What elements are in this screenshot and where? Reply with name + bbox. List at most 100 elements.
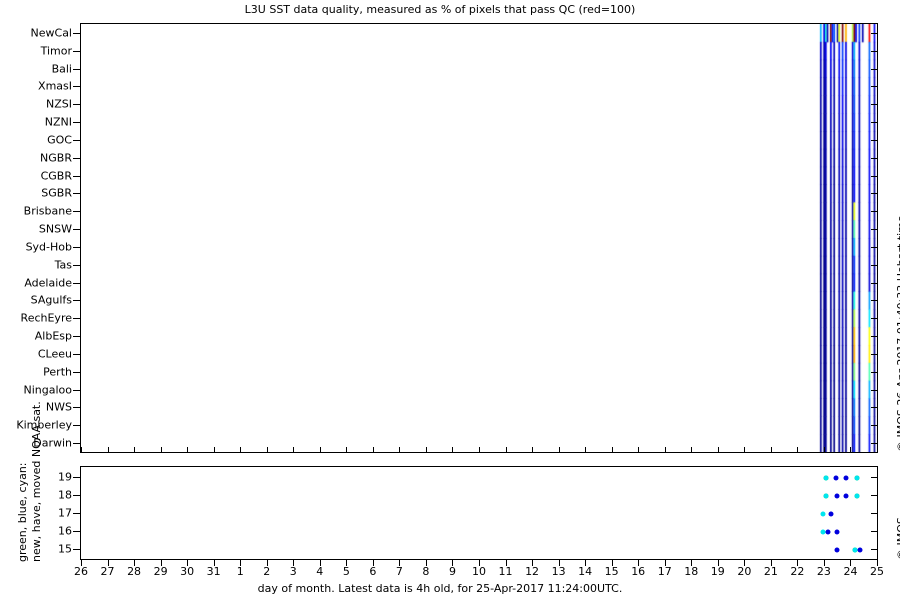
heatmap-y-tick-right	[871, 32, 878, 34]
scatter-point	[857, 547, 863, 553]
x-tick-label: 10	[472, 565, 486, 578]
x-tick-label: 11	[498, 565, 513, 578]
heatmap-y-tick-right	[871, 443, 878, 445]
scatter-point	[823, 475, 829, 481]
heatmap-y-label-darwin: Darwin	[33, 436, 72, 450]
scatter-point	[825, 529, 831, 535]
heatmap-y-label-xmasi: XmasI	[38, 79, 72, 93]
x-tick-label: 3	[289, 565, 297, 578]
x-tick-label: 31	[206, 565, 221, 578]
heatmap-y-label-cgbr: CGBR	[40, 169, 72, 183]
heatmap-y-label-recheyre: RechEyre	[20, 311, 72, 325]
x-tick	[770, 560, 772, 566]
heatmap-y-tick-left	[73, 300, 80, 302]
scatter-y-tick-left	[73, 531, 80, 533]
x-tick-label: 4	[316, 565, 324, 578]
x-tick	[558, 560, 560, 566]
heatmap-y-tick-left	[73, 282, 80, 284]
scatter-point	[833, 475, 839, 481]
x-tick-label: 30	[180, 565, 195, 578]
scatter-y-tick-right	[871, 549, 878, 551]
heatmap-y-tick-left	[73, 371, 80, 373]
x-tick-label: 28	[127, 565, 142, 578]
x-tick	[611, 560, 613, 566]
x-tick	[823, 560, 825, 566]
heatmap-y-tick-right	[871, 50, 878, 52]
satellite-scatter-panel[interactable]	[80, 466, 878, 560]
scatter-y-axis-labels: 19 18 17 16 15	[0, 466, 72, 560]
heatmap-y-tick-right	[871, 229, 878, 231]
heatmap-y-tick-left	[73, 264, 80, 266]
heatmap-y-tick-left	[73, 389, 80, 391]
heatmap-y-label-sagulfs: SAgulfs	[30, 293, 72, 307]
heatmap-y-label-nzni: NZNI	[44, 115, 72, 129]
x-tick	[850, 560, 852, 566]
heatmap-y-tick-right	[871, 318, 878, 320]
x-tick-label: 6	[369, 565, 377, 578]
x-tick	[691, 560, 693, 566]
x-tick	[744, 560, 746, 566]
x-tick	[213, 560, 215, 566]
x-tick	[187, 560, 189, 566]
x-tick-label: 18	[684, 565, 699, 578]
x-tick	[452, 560, 454, 566]
x-tick	[134, 560, 136, 566]
x-tick	[505, 560, 507, 566]
heatmap-y-label-ningaloo: Ningaloo	[23, 383, 73, 397]
heatmap-panel[interactable]	[80, 23, 878, 453]
x-tick	[160, 560, 162, 566]
scatter-y-axis-ticks	[0, 466, 880, 560]
heatmap-y-label-goc: GOC	[47, 133, 72, 147]
heatmap-y-tick-left	[73, 336, 80, 338]
heatmap-y-tick-left	[73, 318, 80, 320]
x-tick-label: 25	[870, 565, 884, 578]
heatmap-y-label-timor: Timor	[40, 44, 72, 58]
heatmap-y-axis-ticks	[0, 23, 880, 453]
copyright-timestamp-label: © IMOS 26-Apr-2017 01:40:33 Hobart time	[895, 215, 900, 452]
heatmap-y-tick-right	[871, 246, 878, 248]
x-tick	[319, 560, 321, 566]
x-tick	[585, 560, 587, 566]
scatter-point	[854, 493, 860, 499]
heatmap-y-label-newcal: NewCal	[30, 26, 72, 40]
heatmap-y-tick-left	[73, 443, 80, 445]
page-title: L3U SST data quality, measured as % of p…	[244, 3, 636, 16]
heatmap-y-tick-right	[871, 425, 878, 427]
heatmap-y-label-kimberley: Kimberley	[16, 418, 72, 432]
x-tick	[877, 560, 878, 566]
heatmap-y-tick-left	[73, 32, 80, 34]
scatter-y-label-19: 19	[58, 470, 72, 484]
heatmap-y-tick-left	[73, 229, 80, 231]
scatter-point	[834, 493, 840, 499]
heatmap-y-tick-left	[73, 157, 80, 159]
heatmap-y-tick-right	[871, 68, 878, 70]
scatter-point	[820, 529, 826, 535]
scatter-y-tick-left	[73, 513, 80, 514]
x-tick	[266, 560, 268, 566]
heatmap-y-tick-left	[73, 211, 80, 213]
x-tick-label: 7	[395, 565, 403, 578]
heatmap-canvas[interactable]	[81, 24, 877, 452]
heatmap-y-tick-right	[871, 175, 878, 177]
x-tick	[479, 560, 480, 566]
heatmap-y-tick-right	[871, 122, 878, 124]
x-tick-label: 22	[790, 565, 805, 578]
x-tick-label: 12	[525, 565, 540, 578]
heatmap-y-label-adelaide: Adelaide	[24, 276, 72, 290]
scatter-y-tick-right	[871, 476, 878, 478]
x-tick	[638, 560, 640, 566]
scatter-y-tick-right	[871, 494, 878, 496]
heatmap-y-tick-right	[871, 407, 878, 409]
x-tick	[107, 560, 109, 566]
x-axis-caption: day of month. Latest data is 4h old, for…	[257, 582, 623, 595]
scatter-point	[852, 547, 858, 553]
x-tick-label: 5	[342, 565, 350, 578]
x-tick-label: 9	[448, 565, 456, 578]
heatmap-y-tick-left	[73, 68, 80, 70]
heatmap-y-tick-right	[871, 211, 878, 213]
x-tick-label: 19	[710, 565, 725, 578]
x-tick	[797, 560, 799, 566]
scatter-point	[854, 475, 860, 481]
heatmap-y-tick-right	[871, 104, 878, 106]
heatmap-y-tick-right	[871, 336, 878, 338]
